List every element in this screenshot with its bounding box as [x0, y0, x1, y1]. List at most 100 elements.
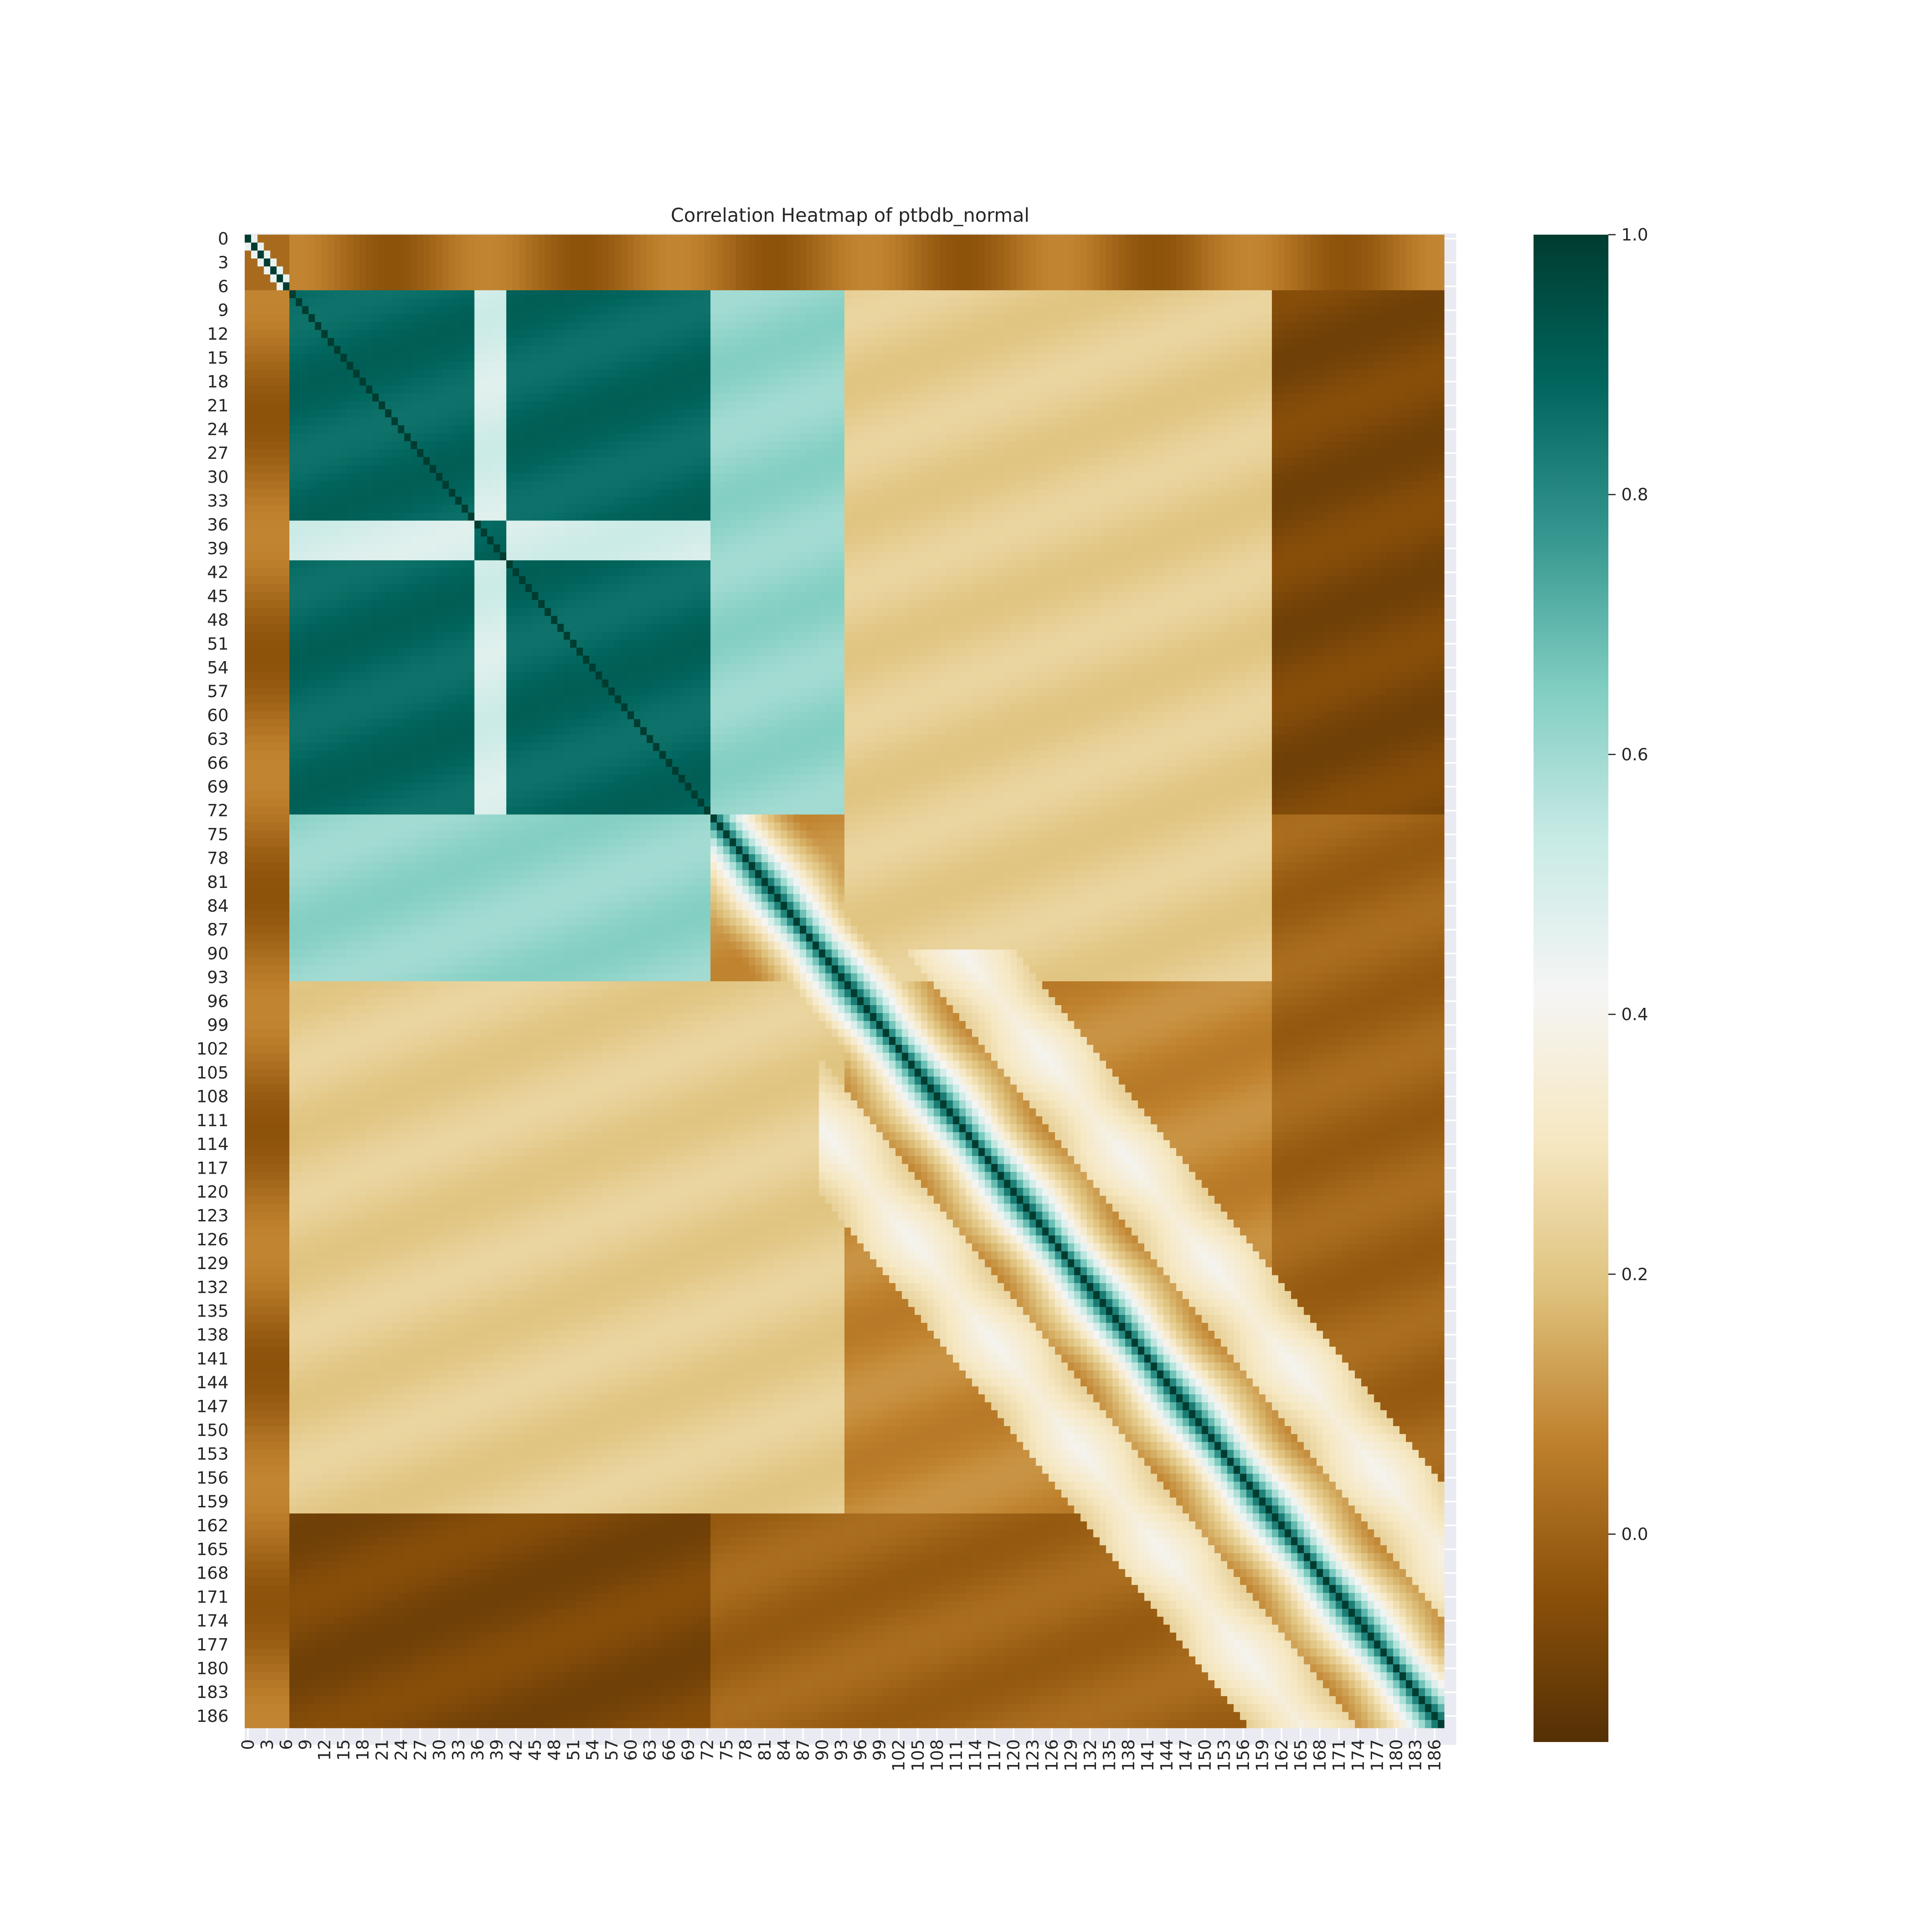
- heatmap-cell: [717, 266, 723, 275]
- heatmap-cell: [749, 250, 755, 258]
- heatmap-cell: [710, 258, 717, 266]
- heatmap-cell: [1023, 275, 1030, 283]
- heatmap-cell: [985, 258, 991, 266]
- heatmap-cell: [883, 243, 889, 251]
- heatmap-cell: [379, 258, 385, 266]
- heatmap-cell: [487, 266, 493, 275]
- heatmap-cell: [379, 250, 385, 258]
- heatmap-cell: [927, 266, 934, 275]
- heatmap-cell: [851, 250, 857, 258]
- heatmap-cell: [1285, 250, 1291, 258]
- heatmap-cell: [1310, 266, 1317, 275]
- heatmap-cell: [379, 275, 385, 283]
- heatmap-cell: [1323, 258, 1329, 266]
- heatmap-cell: [493, 243, 500, 251]
- heatmap-cell: [1361, 250, 1368, 258]
- heatmap-cell: [883, 235, 889, 243]
- heatmap-cell: [864, 266, 870, 275]
- heatmap-cell: [500, 243, 506, 251]
- heatmap-cell: [704, 235, 710, 243]
- heatmap-cell: [800, 275, 806, 283]
- heatmap-cell: [1259, 275, 1265, 283]
- heatmap-cell: [576, 235, 583, 243]
- heatmap-cell: [666, 235, 672, 243]
- heatmap-cell: [519, 258, 526, 266]
- heatmap-cell: [328, 250, 334, 258]
- heatmap-cell: [730, 266, 736, 275]
- heatmap-cell: [978, 243, 985, 251]
- heatmap-cell: [1291, 258, 1298, 266]
- heatmap-cell: [1195, 235, 1202, 243]
- heatmap-cell: [908, 266, 915, 275]
- heatmap-cell: [309, 243, 315, 251]
- heatmap-cell: [1297, 235, 1304, 243]
- heatmap-cell: [341, 235, 347, 243]
- heatmap-cell: [627, 282, 634, 290]
- heatmap-cell: [1368, 275, 1374, 283]
- heatmap-cell: [328, 282, 334, 290]
- heatmap-cell: [487, 235, 493, 243]
- heatmap-cell: [359, 250, 366, 258]
- heatmap-cell: [1348, 250, 1355, 258]
- heatmap-cell: [341, 266, 347, 275]
- heatmap-cell: [883, 258, 889, 266]
- heatmap-cell: [442, 266, 449, 275]
- heatmap-cell: [908, 243, 915, 251]
- heatmap-cell: [672, 266, 679, 275]
- heatmap-cell: [1291, 243, 1298, 251]
- heatmap-cell: [1272, 250, 1278, 258]
- heatmap-cell: [455, 235, 462, 243]
- heatmap-cell: [1291, 250, 1298, 258]
- heatmap-cell: [1419, 266, 1425, 275]
- heatmap-cell: [1368, 266, 1374, 275]
- heatmap-cell: [1125, 250, 1131, 258]
- heatmap-cell: [838, 243, 844, 251]
- heatmap-cell: [1170, 243, 1176, 251]
- heatmap-cell: [647, 282, 653, 290]
- heatmap-cell: [1055, 258, 1061, 266]
- heatmap-cell: [1431, 258, 1438, 266]
- heatmap-cell: [423, 258, 430, 266]
- heatmap-cell: [1355, 243, 1361, 251]
- heatmap-cell: [1151, 275, 1157, 283]
- heatmap-cell: [819, 243, 826, 251]
- heatmap-cell: [1412, 235, 1419, 243]
- heatmap-cell: [627, 250, 634, 258]
- heatmap-cell: [1431, 243, 1438, 251]
- heatmap-cell: [602, 243, 609, 251]
- heatmap-cell: [1393, 235, 1399, 243]
- heatmap-cell: [475, 275, 481, 283]
- heatmap-cell: [755, 235, 762, 243]
- heatmap-cell: [1323, 243, 1329, 251]
- heatmap-cell: [1355, 235, 1361, 243]
- heatmap-cell: [1061, 258, 1068, 266]
- heatmap-cell: [1304, 275, 1310, 283]
- heatmap-cell: [385, 243, 392, 251]
- heatmap-cell: [825, 258, 832, 266]
- heatmap-cell: [659, 258, 666, 266]
- heatmap-cell: [710, 266, 717, 275]
- heatmap-cell: [353, 243, 359, 251]
- heatmap-cell: [857, 243, 864, 251]
- heatmap-cell: [896, 258, 902, 266]
- heatmap-cell: [596, 250, 602, 258]
- heatmap-cell: [417, 235, 423, 243]
- heatmap-cell: [341, 250, 347, 258]
- heatmap-cell: [1348, 235, 1355, 243]
- heatmap-cell: [1227, 275, 1234, 283]
- heatmap-cell: [1374, 258, 1381, 266]
- heatmap-cell: [1425, 250, 1431, 258]
- heatmap-cell: [902, 282, 908, 290]
- heatmap-cell: [787, 258, 793, 266]
- heatmap-cell: [634, 243, 640, 251]
- heatmap-cell: [302, 282, 309, 290]
- heatmap-cell: [685, 282, 691, 290]
- heatmap-cell: [1323, 266, 1329, 275]
- heatmap-cell: [359, 282, 366, 290]
- heatmap-cell: [1119, 275, 1125, 283]
- heatmap-cell: [1164, 266, 1170, 275]
- heatmap-cell: [1010, 258, 1017, 266]
- heatmap-cell: [475, 258, 481, 266]
- heatmap-cell: [723, 250, 730, 258]
- heatmap-cell: [449, 282, 455, 290]
